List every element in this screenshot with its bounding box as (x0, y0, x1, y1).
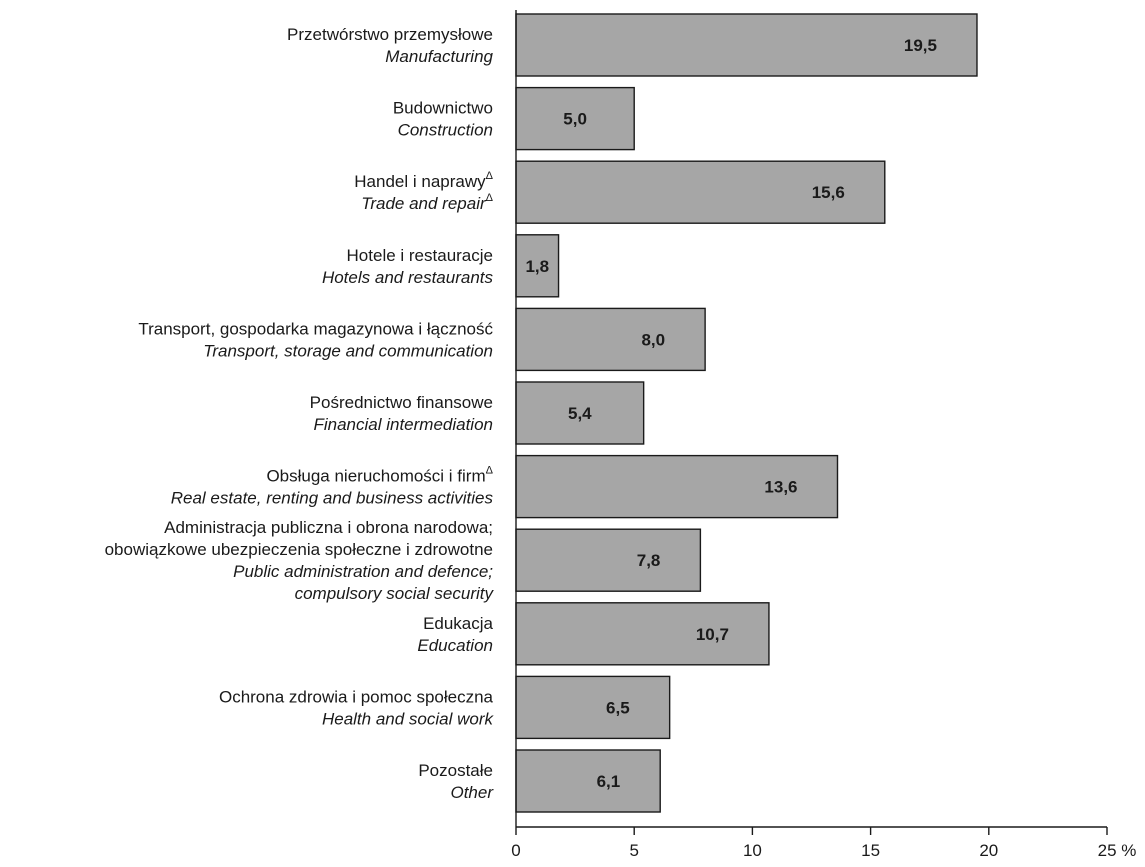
category-label-pl: obowiązkowe ubezpieczenia społeczne i zd… (105, 540, 493, 559)
category-label-pl: Pozostałe (418, 761, 493, 780)
delta-superscript: Δ (486, 465, 494, 477)
category-label-en: Transport, storage and communication (203, 341, 493, 360)
bar (515, 602, 770, 666)
category-label: Handel i naprawyΔ Trade and repairΔ (354, 170, 493, 213)
category-label-en: Public administration and defence; (233, 562, 493, 581)
category-label: Ochrona zdrowia i pomoc społeczna Health … (219, 687, 495, 728)
category-label-pl: Hotele i restauracje (347, 246, 493, 265)
bar (515, 307, 706, 372)
category-label: Pozostałe Other (418, 761, 494, 802)
category-label: Edukacja Education (417, 614, 493, 655)
category-label-en: Real estate, renting and business activi… (171, 489, 494, 508)
category-labels: Przetwórstwo przemysłowe Manufacturing Bud… (105, 25, 495, 802)
bar-value-label: 5,0 (563, 110, 587, 129)
category-label-pl: Obsługa nieruchomości i firmΔ (266, 465, 493, 486)
x-tick-label: 20 (979, 841, 998, 860)
category-label: Budownictwo Construction (393, 99, 493, 140)
category-label: Transport, gospodarka magazynowa i łączn… (138, 319, 493, 360)
bar (515, 454, 839, 519)
category-label-pl: Transport, gospodarka magazynowa i łączn… (138, 319, 493, 338)
bar (515, 675, 671, 740)
bar (515, 234, 560, 298)
category-label-en: Financial intermediation (313, 415, 493, 434)
category-label-en: Construction (398, 121, 493, 140)
bar-value-label: 5,4 (568, 404, 592, 423)
category-label: Hotele i restauracje Hotels and restauran… (322, 246, 494, 287)
bar-value-label: 13,6 (764, 478, 797, 497)
category-label-pl: Administracja publiczna i obrona narodow… (164, 518, 493, 537)
bar-value-label: 15,6 (812, 183, 845, 202)
category-label-pl: Budownictwo (393, 99, 493, 118)
category-label-en: Manufacturing (385, 47, 493, 66)
category-label-en: Hotels and restaurants (322, 268, 494, 287)
category-label: Pośrednictwo finansowe Financial intermed… (310, 393, 493, 434)
x-axis: 0 5 10 15 20 25 % (511, 10, 1136, 860)
category-label-en: Trade and repairΔ (361, 192, 493, 213)
category-label-en: Education (417, 636, 493, 655)
x-tick-label: 15 (861, 841, 880, 860)
bar (515, 13, 978, 77)
bar-value-label: 8,0 (641, 330, 665, 349)
bar-value-label: 10,7 (696, 625, 729, 644)
category-label-pl: Edukacja (423, 614, 493, 633)
delta-superscript: Δ (486, 192, 494, 204)
bar-value-label: 19,5 (904, 36, 937, 55)
bar-value-label: 6,5 (606, 698, 630, 717)
bar-value-label: 7,8 (637, 551, 661, 570)
x-tick-label: 5 (629, 841, 638, 860)
category-label-pl: Pośrednictwo finansowe (310, 393, 493, 412)
category-label-en: Health and social work (322, 709, 495, 728)
category-label-pl: Przetwórstwo przemysłowe (287, 25, 493, 44)
x-tick-label: 25 % (1098, 841, 1137, 860)
bar (515, 381, 645, 445)
bar-value-label: 1,8 (525, 257, 549, 276)
category-label-pl: Ochrona zdrowia i pomoc społeczna (219, 687, 494, 706)
category-label: Administracja publiczna i obrona narodow… (105, 518, 495, 603)
bar (515, 160, 886, 224)
x-tick-label: 0 (511, 841, 520, 860)
bar (515, 528, 702, 592)
bar (515, 749, 661, 813)
category-label: Obsługa nieruchomości i firmΔ Real estat… (171, 465, 494, 508)
category-label: Przetwórstwo przemysłowe Manufacturing (287, 25, 493, 66)
x-tick-label: 10 (743, 841, 762, 860)
delta-superscript: Δ (486, 170, 494, 182)
bars: 19,5 5,0 15,6 1,8 8,0 5,4 13,6 7,8 10,7 6,5 6,1 (515, 13, 978, 813)
bar-value-label: 6,1 (597, 772, 621, 791)
category-label-en: Other (450, 783, 494, 802)
bar (515, 86, 635, 151)
category-label-pl: Handel i naprawyΔ (354, 170, 493, 191)
category-label-en: compulsory social security (295, 584, 495, 603)
